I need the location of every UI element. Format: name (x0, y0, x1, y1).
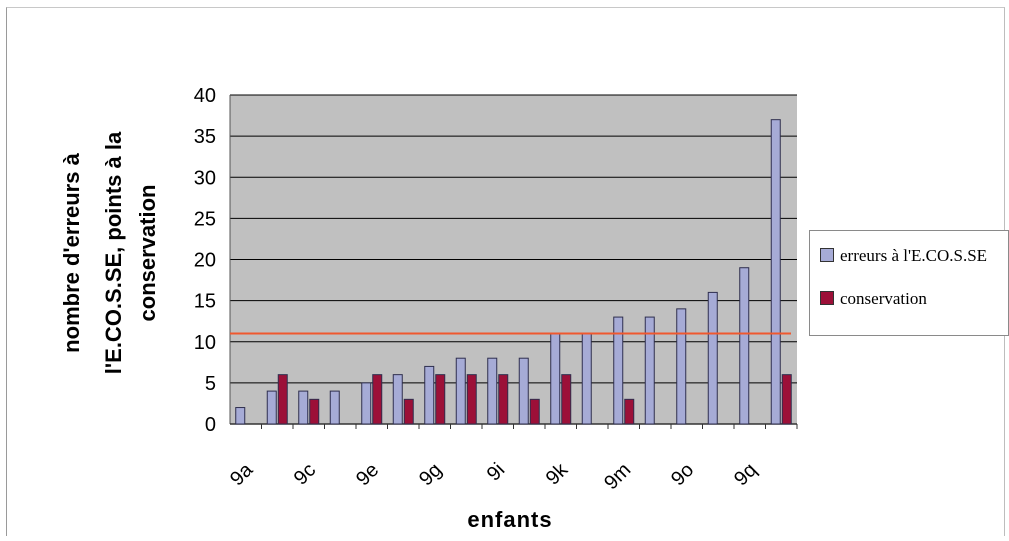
bar-erreurs-9k (550, 333, 561, 425)
bar-erreurs-9e (361, 382, 372, 425)
legend-label-conservation: conservation (840, 289, 927, 308)
x-tick-label: 9g (415, 459, 446, 490)
bar-conservation-9c (309, 398, 320, 425)
bar-erreurs-9b (266, 390, 277, 425)
bar-conservation-9r (781, 374, 792, 425)
bar-erreurs-9i (487, 357, 498, 425)
bar-conservation-9g (435, 374, 446, 425)
bar-conservation-9i (498, 374, 509, 425)
bar-conservation-9b (277, 374, 288, 425)
plot-area: 0 5 10 15 20 25 30 35 40 9a 9c 9e 9g 9i 9k 9m 9o 9q (194, 85, 798, 494)
legend-item-erreurs: erreurs à l'E.CO.S.SE (820, 245, 990, 266)
x-tick-label: 9o (667, 459, 698, 490)
y-tick-label: 40 (194, 85, 216, 107)
bar-erreurs-9d (329, 390, 340, 425)
y-tick-label: 30 (194, 167, 216, 189)
bar-erreurs-9j (518, 357, 529, 425)
bar-erreurs-9o (676, 308, 687, 425)
x-tick-label: 9a (226, 458, 258, 490)
x-tick-label: 9q (730, 459, 761, 490)
bar-erreurs-9l (581, 333, 592, 425)
x-tick-label: 9e (352, 459, 383, 490)
bar-conservation-9f (403, 398, 414, 425)
legend-item-conservation: conservation (820, 288, 990, 309)
y-axis-title-line-3: conservation (135, 185, 160, 322)
y-axis-title-line-1: nombre d'erreurs à (59, 152, 84, 352)
legend-swatch-conservation (820, 291, 834, 305)
y-tick-label: 10 (194, 332, 216, 354)
legend: erreurs à l'E.CO.S.SE conservation (809, 230, 1009, 336)
x-tick-label: 9m (600, 459, 635, 494)
bar-erreurs-9q (739, 267, 750, 425)
x-tick-label: 9k (542, 458, 573, 489)
bar-conservation-9h (466, 374, 477, 425)
bar-erreurs-9h (455, 357, 466, 425)
y-tick-label: 35 (194, 126, 216, 148)
bar-erreurs-9f (392, 374, 403, 425)
x-tick-label: 9i (483, 459, 510, 486)
y-tick-label: 15 (194, 291, 216, 313)
bar-erreurs-9p (707, 291, 718, 425)
legend-label-erreurs: erreurs à l'E.CO.S.SE (840, 246, 988, 265)
y-axis-title-line-2: l'E.CO.S.SE, points à la (101, 131, 126, 374)
bar-erreurs-9n (644, 316, 655, 425)
y-tick-label: 25 (194, 208, 216, 230)
bar-conservation-9k (561, 374, 572, 425)
x-tick-label: 9c (290, 459, 320, 489)
bar-erreurs-9g (424, 365, 435, 425)
y-tick-label: 0 (205, 414, 216, 436)
bar-conservation-9j (529, 398, 540, 425)
bar-erreurs-9c (298, 390, 309, 425)
y-axis-title: nombre d'erreurs à l'E.CO.S.SE, points à… (59, 131, 160, 374)
bar-erreurs-9a (235, 407, 246, 425)
bar-conservation-9m (624, 398, 635, 425)
bar-conservation-9e (372, 374, 383, 425)
bar-erreurs-9m (613, 316, 624, 425)
y-tick-label: 20 (194, 250, 216, 272)
y-tick-label: 5 (205, 373, 216, 395)
x-axis-title: enfants (467, 507, 552, 532)
legend-swatch-erreurs (820, 248, 834, 262)
bar-erreurs-9r (770, 119, 781, 425)
